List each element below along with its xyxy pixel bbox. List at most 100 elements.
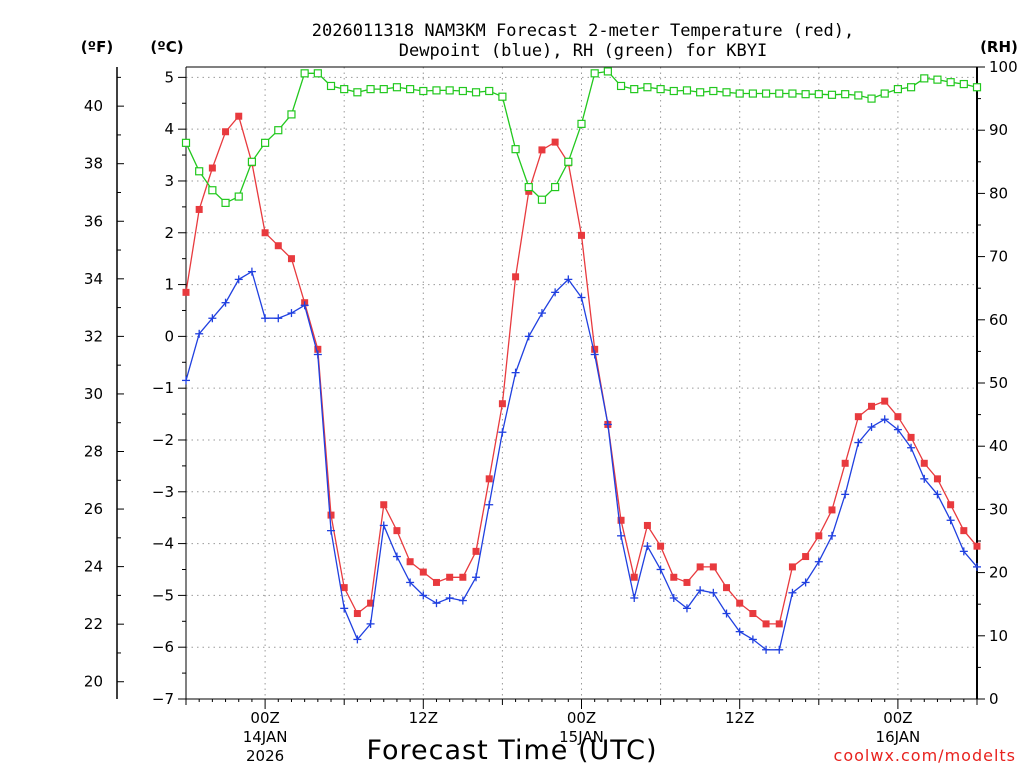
- dewpoint-point: [300, 301, 309, 310]
- temperature-point: [960, 527, 968, 535]
- temperature-point: [630, 573, 638, 581]
- dewpoint-point: [907, 443, 916, 452]
- temperature-point: [525, 187, 533, 195]
- celsius-tick-label: −1: [152, 379, 174, 397]
- celsius-tick-label: 4: [164, 120, 174, 138]
- rh-point: [643, 83, 652, 92]
- rh-point: [630, 85, 639, 94]
- dewpoint-point: [313, 350, 322, 359]
- rh-point: [933, 75, 942, 84]
- temperature-point: [775, 620, 783, 628]
- celsius-tick-label: 1: [164, 276, 174, 294]
- x-date-label: 14JAN: [243, 728, 288, 746]
- celsius-tick-label: −7: [152, 690, 174, 708]
- temperature-point: [947, 501, 955, 509]
- x-axis-label: Forecast Time (UTC): [366, 735, 657, 766]
- dewpoint-point: [669, 593, 678, 602]
- fahrenheit-tick-label: 20: [84, 673, 103, 691]
- temperature-point: [762, 620, 770, 628]
- dewpoint-point: [261, 314, 270, 323]
- dewpoint-point: [274, 314, 283, 323]
- rh-point: [946, 78, 955, 87]
- rh-point: [827, 90, 837, 99]
- rh-point: [775, 89, 784, 98]
- rh-point: [801, 90, 810, 99]
- rh-tick-label: 100: [989, 58, 1018, 76]
- dewpoint-point: [287, 309, 296, 318]
- rh-point: [537, 195, 547, 204]
- rh-tick-label: 80: [989, 184, 1008, 202]
- dewpoint-point: [419, 591, 428, 600]
- rh-tick-label: 70: [989, 248, 1008, 266]
- temperature-point: [261, 229, 269, 237]
- dewpoint-point: [762, 645, 771, 654]
- temperature-point: [815, 532, 823, 540]
- temperature-point: [538, 146, 546, 154]
- rh-point: [432, 86, 441, 95]
- temperature-point: [881, 397, 889, 405]
- celsius-tick-label: −4: [152, 535, 174, 553]
- celsius-tick-label: −3: [152, 483, 174, 501]
- rh-point: [340, 85, 349, 94]
- dewpoint-point: [524, 332, 533, 341]
- celsius-tick-label: 0: [164, 327, 174, 345]
- temperature-point: [208, 164, 216, 172]
- dewpoint-point: [445, 593, 454, 602]
- dewpoint-point: [656, 565, 665, 574]
- dewpoint-point: [788, 588, 797, 597]
- temperature-point: [749, 610, 757, 618]
- temperature-point: [802, 553, 810, 561]
- rh-point: [313, 69, 322, 78]
- series-relative-humidity: [181, 67, 982, 207]
- rh-tick-label: 0: [989, 690, 999, 708]
- rh-point: [274, 126, 283, 135]
- temperature-point: [788, 563, 796, 571]
- temperature-point: [485, 475, 493, 483]
- rh-point: [498, 92, 507, 101]
- dewpoint-point: [485, 500, 494, 509]
- rh-point: [287, 110, 296, 119]
- temperature-point: [327, 511, 335, 519]
- dewpoint-point: [893, 425, 902, 434]
- dewpoint-point: [551, 288, 560, 297]
- rh-axis-unit: (RH): [980, 38, 1018, 56]
- rh-point: [208, 186, 217, 195]
- temperature-point: [617, 516, 625, 524]
- x-date-label: 16JAN: [876, 728, 921, 746]
- temperature-point: [432, 578, 440, 586]
- chart-title-line-2: Dewpoint (blue), RH (green) for KBYI: [399, 41, 767, 61]
- rh-point: [195, 167, 204, 176]
- rh-point: [788, 89, 797, 98]
- rh-point: [893, 85, 903, 94]
- temperature-point: [459, 573, 467, 581]
- rh-point: [669, 86, 678, 96]
- dewpoint-point: [234, 275, 243, 284]
- rh-point: [906, 83, 916, 92]
- rh-point: [392, 83, 402, 92]
- temperature-point: [578, 231, 585, 239]
- dewpoint-point: [696, 586, 705, 595]
- temperature-point: [643, 521, 651, 529]
- temperature-point: [868, 402, 876, 410]
- series-line: [185, 270, 978, 651]
- dewpoint-point: [182, 376, 190, 385]
- temperature-point: [736, 599, 744, 607]
- fahrenheit-tick-label: 32: [84, 327, 103, 345]
- rh-point: [603, 67, 612, 76]
- fahrenheit-axis-unit: (ºF): [81, 38, 113, 56]
- temperature-point: [591, 345, 599, 353]
- dewpoint-point: [208, 314, 217, 323]
- x-year-label: 2026: [246, 747, 284, 765]
- temperature-point: [973, 542, 981, 550]
- temperature-point: [498, 400, 506, 408]
- temperature-point: [419, 568, 427, 576]
- celsius-axis-unit: (ºC): [150, 38, 183, 56]
- fahrenheit-tick-label: 24: [84, 558, 103, 576]
- rh-point: [616, 81, 626, 91]
- rh-point: [326, 81, 336, 91]
- rh-point: [485, 86, 494, 96]
- temperature-point: [907, 433, 915, 441]
- rh-point: [181, 138, 191, 147]
- celsius-tick-label: −2: [152, 431, 174, 449]
